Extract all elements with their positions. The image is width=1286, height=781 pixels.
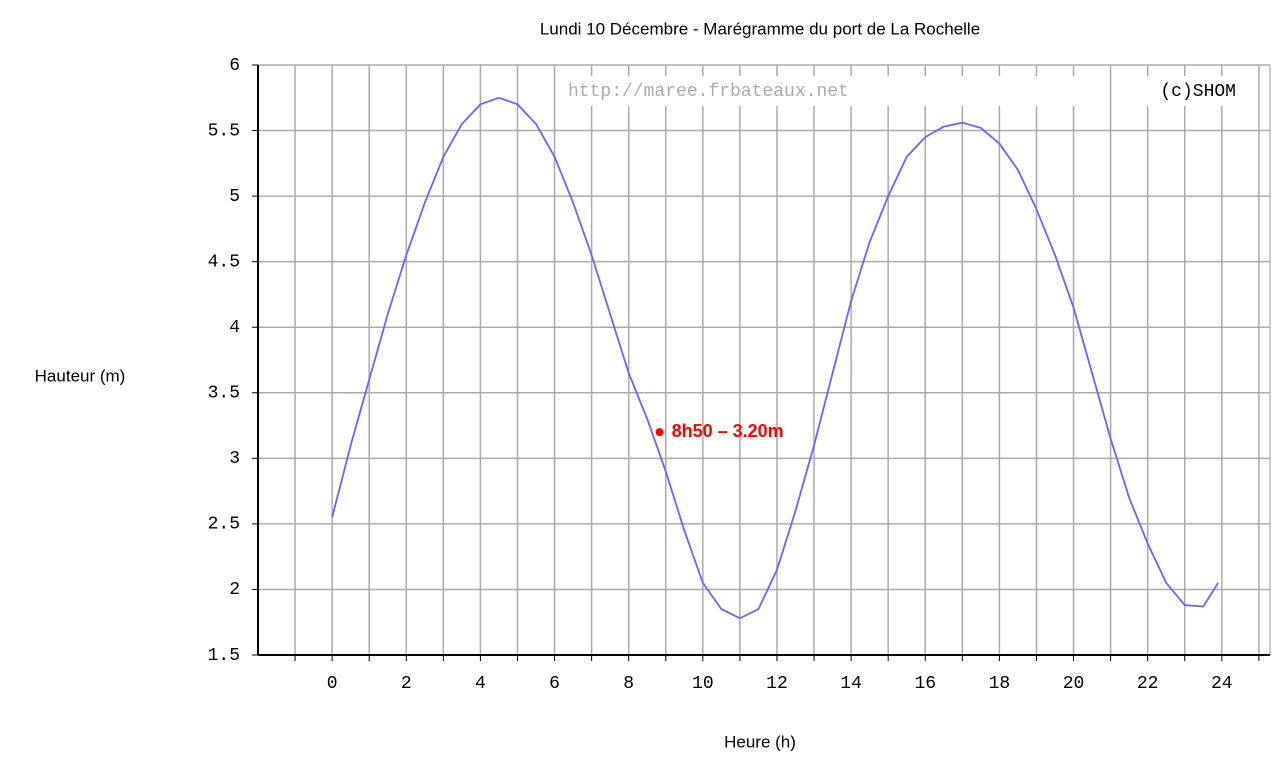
y-tick-label: 3	[229, 449, 240, 469]
y-tick-label: 4	[229, 318, 240, 338]
y-axis-label: Hauteur (m)	[35, 366, 126, 385]
credit: (c)SHOM	[1160, 82, 1236, 102]
y-tick-label: 5.5	[208, 121, 240, 141]
x-axis-label: Heure (h)	[724, 732, 796, 751]
y-tick-label: 3.5	[208, 384, 240, 404]
marker-label: 8h50 – 3.20m	[672, 421, 784, 441]
x-tick-label: 10	[692, 674, 714, 694]
y-tick-label: 1.5	[208, 646, 240, 666]
x-tick-label: 16	[914, 674, 936, 694]
credit-bg	[1120, 76, 1245, 106]
watermark-bg	[560, 76, 1080, 106]
watermark: http://maree.frbateaux.net	[568, 82, 849, 102]
y-tick-label: 5	[229, 187, 240, 207]
marker-point	[655, 428, 664, 437]
x-tick-label: 4	[475, 674, 486, 694]
x-tick-label: 24	[1211, 674, 1233, 694]
plot-area	[257, 64, 1271, 656]
y-tick-label: 2.5	[208, 515, 240, 535]
tide-line	[331, 96, 1219, 620]
chart-title: Lundi 10 Décembre - Marégramme du port d…	[540, 19, 980, 38]
x-tick-label: 12	[766, 674, 788, 694]
x-tick-label: 2	[401, 674, 412, 694]
y-tick-label: 2	[229, 580, 240, 600]
x-tick-label: 22	[1137, 674, 1159, 694]
y-tick-label: 4.5	[208, 252, 240, 272]
x-tick-label: 6	[549, 674, 560, 694]
x-tick-label: 8	[623, 674, 634, 694]
x-tick-label: 0	[327, 674, 338, 694]
y-tick-label: 6	[229, 56, 240, 76]
x-tick-label: 18	[989, 674, 1011, 694]
x-tick-label: 20	[1063, 674, 1085, 694]
x-tick-label: 14	[840, 674, 862, 694]
